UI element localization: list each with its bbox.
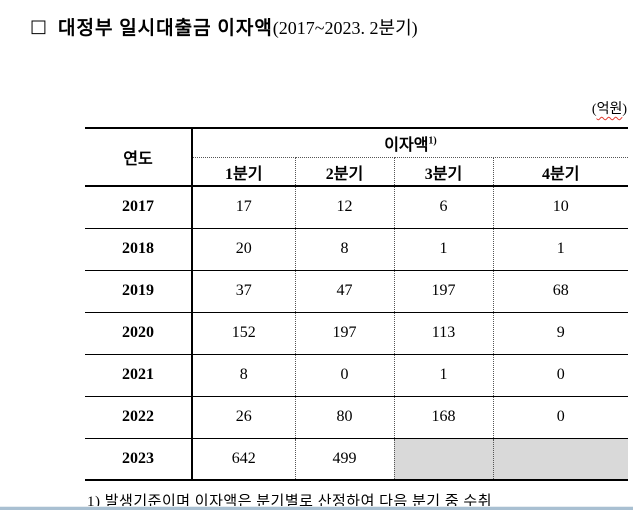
header-row-group: 연도 이자액1) xyxy=(85,128,629,187)
q4-cell: 10 xyxy=(492,185,629,228)
q1-cell: 152 xyxy=(192,311,295,354)
table-row-2017: 2017 17 12 6 10 xyxy=(85,185,629,228)
year-cell: 2023 xyxy=(85,437,193,480)
quarter-header-q1: 1분기 xyxy=(192,157,295,187)
bottom-divider xyxy=(0,506,633,510)
q3-cell: 1 xyxy=(393,353,493,396)
q3-cell: 1 xyxy=(393,227,493,270)
year-cell: 2022 xyxy=(85,395,193,438)
q4-cell: 9 xyxy=(492,311,629,354)
quarter-header-q3: 3분기 xyxy=(393,157,493,187)
year-cell: 2021 xyxy=(85,353,193,396)
year-cell: 2018 xyxy=(85,227,193,270)
q4-cell: 0 xyxy=(492,395,629,438)
quarter-header-q2: 2분기 xyxy=(294,157,394,187)
title-text: 대정부 일시대출금 이자액 xyxy=(58,18,273,39)
q1-cell: 20 xyxy=(192,227,295,270)
q1-cell: 17 xyxy=(192,185,295,228)
q3-cell: 113 xyxy=(393,311,493,354)
quarter-header-q4: 4분기 xyxy=(492,157,629,187)
q2-cell: 47 xyxy=(294,269,394,312)
q2-cell: 0 xyxy=(294,353,394,396)
q2-cell: 499 xyxy=(294,437,394,480)
q4-cell: 68 xyxy=(492,269,629,312)
q3-cell: 6 xyxy=(393,185,493,228)
footnote-reference: 1) xyxy=(428,135,437,147)
table-row-2021: 2021 8 0 1 0 xyxy=(85,353,629,396)
table-row-2022: 2022 26 80 168 0 xyxy=(85,395,629,438)
q2-cell: 80 xyxy=(294,395,394,438)
interest-group-header: 이자액1) xyxy=(192,128,629,158)
header-row-quarters: 1분기 2분기 3분기 4분기 xyxy=(85,157,629,187)
square-bullet-icon: □ xyxy=(30,15,48,37)
table-row-2018: 2018 20 8 1 1 xyxy=(85,227,629,270)
q2-cell: 197 xyxy=(294,311,394,354)
unit-text: 억원 xyxy=(596,102,623,117)
table-row-2019: 2019 37 47 197 68 xyxy=(85,269,629,312)
q1-cell: 26 xyxy=(192,395,295,438)
q1-cell: 37 xyxy=(192,269,295,312)
year-cell: 2017 xyxy=(85,185,193,228)
q3-cell: 197 xyxy=(393,269,493,312)
interest-table: 연도 이자액1) 1분기 2분기 3분기 4분기 2017 17 12 6 10… xyxy=(85,127,629,481)
table-row-2020: 2020 152 197 113 9 xyxy=(85,311,629,354)
table-row-2023: 2023 642 499 xyxy=(85,437,629,480)
q4-cell: 1 xyxy=(492,227,629,270)
unit-label: (억원) xyxy=(591,102,627,117)
q4-cell-empty-shaded xyxy=(492,437,629,480)
year-column-header: 연도 xyxy=(85,128,193,187)
q2-cell: 8 xyxy=(294,227,394,270)
page-title: □ 대정부 일시대출금 이자액 (2017~2023. 2분기) xyxy=(30,13,418,40)
table-section: (억원) 연도 이자액1) 1분기 2분기 3분기 4분기 2017 17 xyxy=(85,100,629,511)
q1-cell: 642 xyxy=(192,437,295,480)
year-cell: 2020 xyxy=(85,311,193,354)
q4-cell: 0 xyxy=(492,353,629,396)
q2-cell: 12 xyxy=(294,185,394,228)
year-cell: 2019 xyxy=(85,269,193,312)
title-range: (2017~2023. 2분기) xyxy=(272,17,418,38)
q1-cell: 8 xyxy=(192,353,295,396)
q3-cell: 168 xyxy=(393,395,493,438)
q3-cell-empty-shaded xyxy=(393,437,493,480)
